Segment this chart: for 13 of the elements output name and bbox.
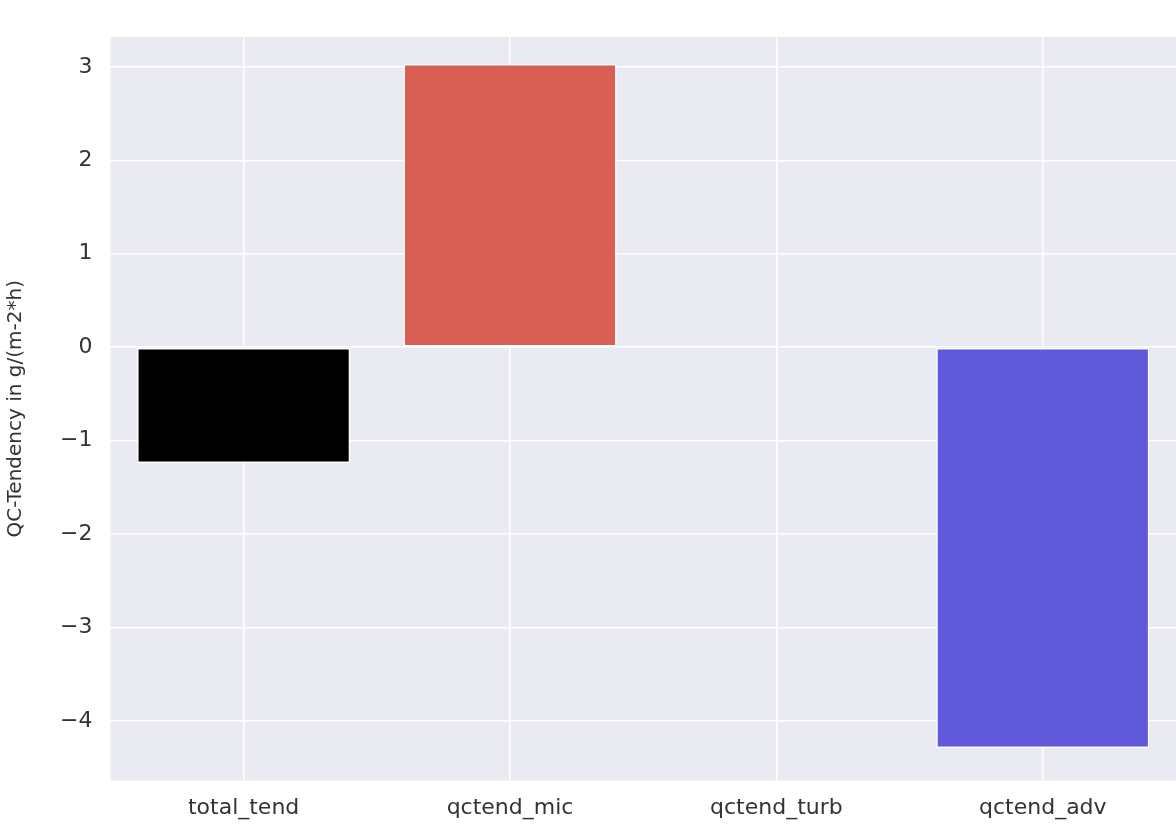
y-tick-label: −4 — [59, 706, 93, 732]
y-tick-label: −2 — [59, 519, 93, 545]
x-tick-label: qctend_turb — [710, 793, 843, 820]
y-tick-label: 3 — [78, 52, 93, 78]
y-tick-label: −3 — [59, 613, 93, 639]
y-tick-label: −1 — [59, 426, 93, 452]
y-tick-label: 1 — [78, 239, 93, 265]
y-tick-label: 0 — [78, 332, 93, 358]
x-tick-label: total_tend — [187, 793, 300, 820]
x-tick-label: qctend_mic — [446, 793, 574, 820]
y-axis-title: QC-Tendency in g/(m-2*h) — [2, 280, 27, 538]
y-tick-label: 2 — [78, 146, 93, 172]
x-tick-label: qctend_adv — [979, 793, 1107, 820]
